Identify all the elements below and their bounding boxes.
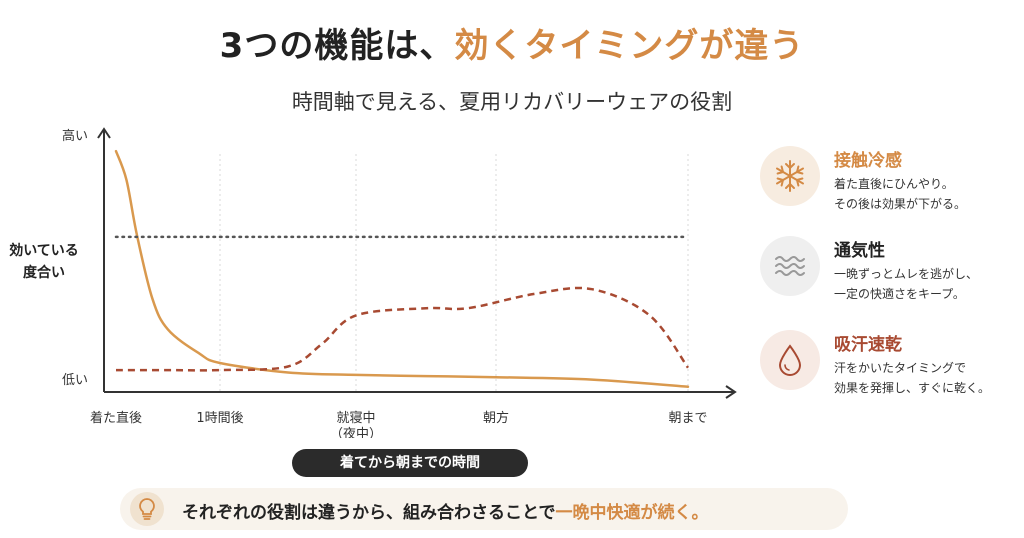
panel-title: 通気性	[834, 241, 885, 261]
summary-text: それぞれの役割は違うから、組み合わさることで一晩中快適が続く。	[182, 498, 709, 523]
series-line-cooling	[114, 149, 690, 389]
y-label-low: 低い	[62, 373, 88, 388]
x-tick-label: 1時間後	[196, 411, 243, 426]
water-drop-icon	[760, 330, 820, 390]
x-tick-label: 朝まで	[668, 411, 707, 426]
page-title: 3つの機能は、効くタイミングが違う	[0, 18, 1024, 67]
y-axis-arrow	[97, 127, 111, 139]
panel-description: 一晩ずっとムレを逃がし、 一定の快適さをキープ。	[834, 264, 978, 304]
x-tick-label: 朝方	[483, 410, 509, 426]
panel-title: 吸汗速乾	[834, 335, 902, 355]
panel-desc-line: 一定の快適さをキープ。	[834, 287, 965, 301]
panel-description: 着た直後にひんやり。 その後は効果が下がる。	[834, 174, 966, 214]
panel-description: 汗をかいたタイミングで 効果を発揮し、すぐに乾く。	[834, 358, 990, 398]
panel-desc-line: 効果を発揮し、すぐに乾く。	[834, 381, 991, 395]
x-tick-sublabel: （夜中）	[330, 427, 382, 438]
x-tick-label: 着た直後	[90, 410, 142, 426]
snowflake-icon	[760, 146, 820, 206]
x-axis-arrow	[725, 385, 737, 399]
y-label-mid-1: 効いている	[9, 242, 79, 259]
panel-desc-line: 一晩ずっとムレを逃がし、	[834, 267, 979, 281]
summary-text-accent: 一晩中快適が続く。	[555, 503, 709, 523]
series-line-quick-dry	[116, 286, 690, 372]
page-subtitle: 時間軸で見える、夏用リカバリーウェアの役割	[291, 90, 733, 114]
chart-labels: 高い 効いている 度合い 低い	[9, 128, 88, 388]
airflow-icon	[760, 236, 820, 296]
x-axis-title: 着てから朝までの時間	[292, 449, 528, 477]
panel-desc-line: その後は効果が下がる。	[834, 197, 967, 211]
title-main: 3つの機能は、	[219, 26, 455, 66]
chart-series	[114, 149, 690, 389]
panel-title: 接触冷感	[834, 151, 902, 171]
lightbulb-icon	[130, 492, 164, 526]
y-label-high: 高い	[62, 128, 88, 144]
title-accent: 効くタイミングが違う	[454, 26, 805, 66]
summary-text-main: それぞれの役割は違うから、組み合わさることで	[182, 503, 556, 523]
chart-axes	[97, 127, 737, 399]
effect-timeline-chart: 高い 効いている 度合い 低い 着た直後 1時間後 就寝中（夜中） 朝方 朝まで	[9, 127, 737, 438]
panel-desc-line: 着た直後にひんやり。	[834, 177, 954, 191]
summary-banner: それぞれの役割は違うから、組み合わさることで一晩中快適が続く。	[120, 488, 848, 530]
chart-grid	[219, 154, 689, 392]
x-tick-labels: 着た直後 1時間後 就寝中（夜中） 朝方 朝まで	[90, 410, 708, 438]
y-label-mid-2: 度合い	[23, 264, 65, 281]
x-tick-label: 就寝中	[336, 410, 375, 426]
panel-desc-line: 汗をかいたタイミングで	[834, 361, 967, 375]
